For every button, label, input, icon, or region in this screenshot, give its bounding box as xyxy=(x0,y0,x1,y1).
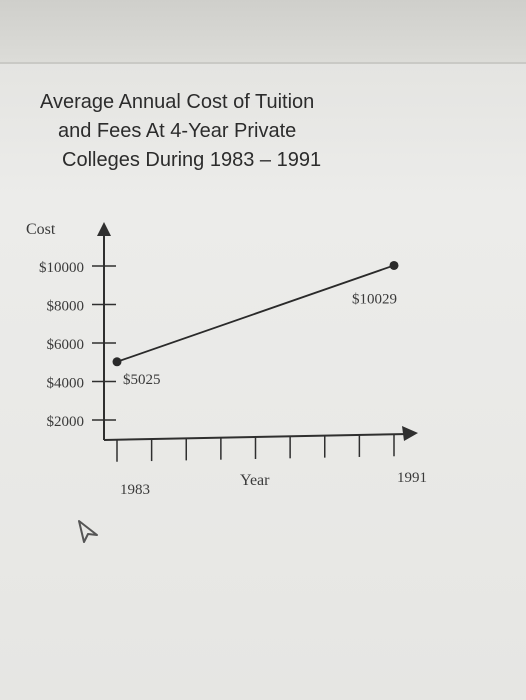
x-axis-label: Year xyxy=(240,472,270,489)
y-tick-label: $6000 xyxy=(47,337,85,353)
data-label: $10029 xyxy=(352,291,397,307)
y-ticks: $2000 $4000 $6000 $8000 $10000 xyxy=(39,260,116,430)
x-ticks: 1983 1991 xyxy=(116,434,427,498)
axes xyxy=(97,222,418,441)
y-tick-label: $10000 xyxy=(39,260,84,276)
data-label: $5025 xyxy=(123,372,161,388)
y-tick-label: $8000 xyxy=(47,299,85,315)
data-point xyxy=(112,357,122,367)
mouse-cursor-icon xyxy=(76,518,102,551)
chart-title: Average Annual Cost of Tuition and Fees … xyxy=(36,88,396,175)
series-line xyxy=(116,264,395,363)
title-line-1: Average Annual Cost of Tuition xyxy=(40,91,315,113)
data-point xyxy=(389,260,399,270)
x-tick-label: 1983 xyxy=(120,482,150,498)
y-axis-label: Cost xyxy=(26,221,56,238)
x-axis-arrow-icon xyxy=(402,426,418,441)
top-band xyxy=(0,0,526,62)
y-axis-arrow-icon xyxy=(97,222,111,236)
title-line-2: and Fees At 4-Year Private xyxy=(58,120,297,142)
y-tick-label: $2000 xyxy=(47,414,85,430)
x-tick-label: 1991 xyxy=(397,470,427,486)
title-line-3: Colleges During 1983 – 1991 xyxy=(62,149,322,171)
x-axis-line xyxy=(103,433,409,441)
divider xyxy=(0,62,526,64)
series: $5025 $10029 xyxy=(112,260,399,388)
y-tick-label: $4000 xyxy=(47,376,85,392)
